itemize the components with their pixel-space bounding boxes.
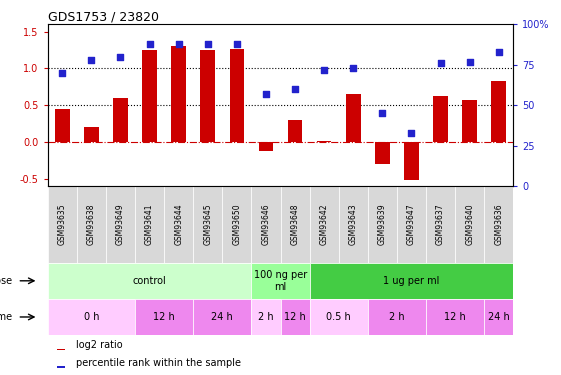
Point [174, 41, 183, 47]
Text: percentile rank within the sample: percentile rank within the sample [76, 358, 241, 368]
Bar [193, 299, 251, 335]
Point [232, 41, 241, 47]
Bar [310, 263, 513, 299]
Bar [55, 109, 70, 142]
Text: 2 h: 2 h [389, 312, 404, 322]
Text: 24 h: 24 h [488, 312, 509, 322]
Point [320, 67, 329, 73]
Text: 12 h: 12 h [153, 312, 175, 322]
Text: GSM93644: GSM93644 [174, 204, 183, 245]
Bar [171, 46, 186, 142]
Point [261, 91, 270, 97]
Bar [346, 94, 361, 142]
Point [494, 49, 503, 55]
Bar [259, 142, 273, 151]
Bar [368, 186, 397, 263]
Bar [48, 186, 77, 263]
Bar [455, 186, 484, 263]
Text: 12 h: 12 h [284, 312, 306, 322]
Bar [251, 186, 280, 263]
Bar [106, 186, 135, 263]
Bar [280, 186, 310, 263]
Bar [462, 100, 477, 142]
Text: GSM93638: GSM93638 [87, 204, 96, 245]
Bar [135, 186, 164, 263]
Point [378, 110, 387, 116]
Bar [77, 186, 106, 263]
Text: 2 h: 2 h [258, 312, 274, 322]
Bar [310, 299, 368, 335]
Bar [375, 142, 390, 164]
Text: GSM93642: GSM93642 [320, 204, 329, 245]
Bar [84, 127, 99, 142]
Bar [222, 186, 251, 263]
Text: GSM93641: GSM93641 [145, 204, 154, 245]
Text: 12 h: 12 h [444, 312, 466, 322]
Bar [426, 299, 484, 335]
Bar [397, 186, 426, 263]
Text: 1 ug per ml: 1 ug per ml [383, 276, 440, 286]
Bar [142, 50, 157, 142]
Point [87, 57, 96, 63]
Bar [433, 96, 448, 142]
Point [465, 58, 474, 64]
Text: GSM93639: GSM93639 [378, 204, 387, 245]
Point [407, 130, 416, 136]
Text: 24 h: 24 h [211, 312, 233, 322]
Text: GSM93636: GSM93636 [494, 204, 503, 245]
Point [145, 41, 154, 47]
Text: GSM93648: GSM93648 [291, 204, 300, 245]
Bar [200, 50, 215, 142]
Text: GSM93650: GSM93650 [232, 204, 241, 245]
Bar [317, 141, 332, 142]
Bar [48, 299, 135, 335]
Bar [426, 186, 455, 263]
Text: GSM93643: GSM93643 [349, 204, 358, 245]
Point [203, 41, 212, 47]
Text: dose: dose [0, 276, 13, 286]
Text: 0.5 h: 0.5 h [327, 312, 351, 322]
Bar [193, 186, 222, 263]
Text: time: time [0, 312, 13, 322]
Text: 100 ng per
ml: 100 ng per ml [254, 270, 307, 292]
Bar [229, 49, 244, 142]
Bar [251, 263, 310, 299]
Text: GDS1753 / 23820: GDS1753 / 23820 [48, 10, 159, 23]
Bar [57, 349, 66, 350]
Point [436, 60, 445, 66]
Bar [288, 120, 302, 142]
Bar [164, 186, 193, 263]
Point [58, 70, 67, 76]
Bar [113, 98, 128, 142]
Bar [135, 299, 193, 335]
Text: GSM93649: GSM93649 [116, 204, 125, 245]
Point [291, 86, 300, 92]
Bar [48, 263, 251, 299]
Bar [484, 186, 513, 263]
Text: log2 ratio: log2 ratio [76, 340, 122, 350]
Point [116, 54, 125, 60]
Text: 0 h: 0 h [84, 312, 99, 322]
Text: GSM93635: GSM93635 [58, 204, 67, 245]
Text: GSM93640: GSM93640 [465, 204, 474, 245]
Bar [280, 299, 310, 335]
Bar [368, 299, 426, 335]
Bar [404, 142, 419, 180]
Text: GSM93637: GSM93637 [436, 204, 445, 245]
Text: GSM93647: GSM93647 [407, 204, 416, 245]
Text: GSM93645: GSM93645 [203, 204, 212, 245]
Bar [339, 186, 368, 263]
Text: GSM93646: GSM93646 [261, 204, 270, 245]
Point [349, 65, 358, 71]
Bar [484, 299, 513, 335]
Bar [251, 299, 280, 335]
Bar [491, 81, 506, 142]
Bar [310, 186, 339, 263]
Text: control: control [132, 276, 167, 286]
Bar [57, 366, 66, 368]
